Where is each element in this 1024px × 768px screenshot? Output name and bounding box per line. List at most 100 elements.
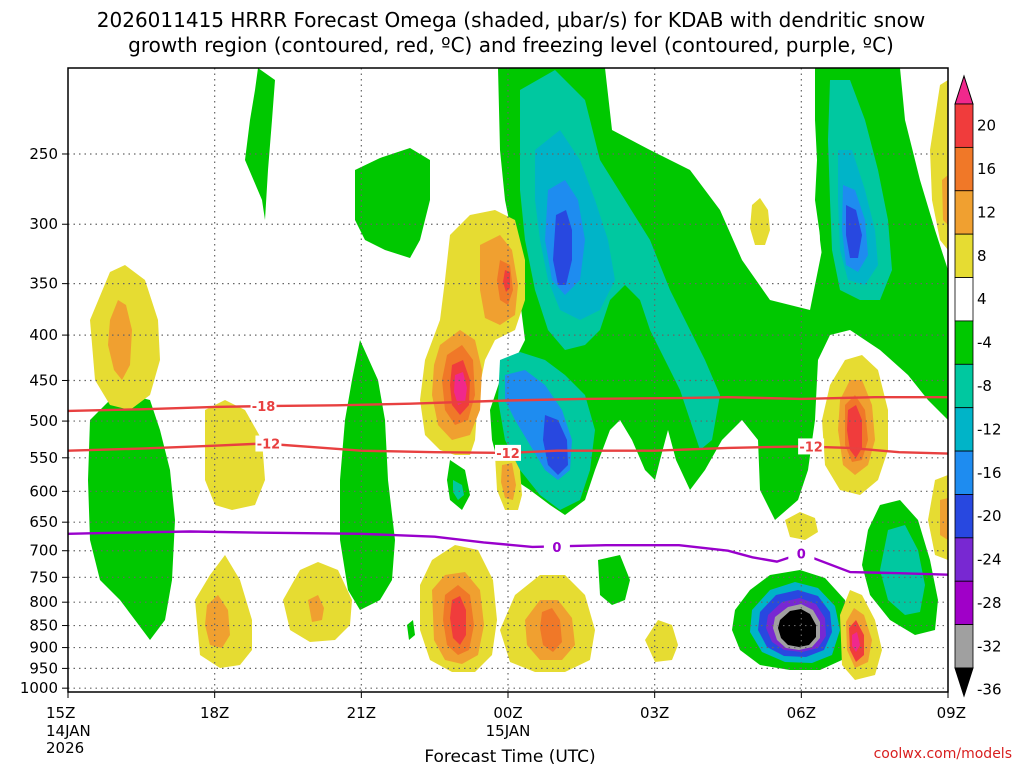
omega-region-red-0z-upper <box>503 270 510 292</box>
omega-shading <box>88 68 948 680</box>
y-tick-label-250: 250 <box>29 145 58 163</box>
colorbar-label-4: 4 <box>977 290 987 308</box>
omega-region-green-21z <box>355 148 430 258</box>
contour-label-freezing-level-0C-1: 0 <box>797 547 806 562</box>
contour-label-bg-dgz-18C-0 <box>250 398 277 415</box>
omega-region-green-19z <box>245 68 275 220</box>
omega-region-orange-16z <box>108 300 132 380</box>
omega-region-yellow-18z <box>205 400 265 510</box>
colorbar-bin-3 <box>954 190 974 235</box>
omega-region-magenta-0z-mid <box>454 372 467 405</box>
colorbar-label-9: -20 <box>977 507 1002 525</box>
credit-text: coolwx.com/models <box>874 746 1012 762</box>
omega-region-cyan-00z-low <box>453 480 464 500</box>
y-axis: 250 300 350 400 450 500 550 600 650 700 750 800 850 9… <box>20 145 68 697</box>
y-tick-label-650: 650 <box>29 513 58 531</box>
x-tick-year-15Z: 2026 <box>46 739 84 757</box>
colorbar-bin-5 <box>954 277 974 322</box>
y-tick-label-700: 700 <box>29 542 58 560</box>
x-tick-label-18Z: 18Z <box>200 704 229 722</box>
omega-region-magenta-07z-low <box>852 632 860 652</box>
colorbar-bin-14 <box>954 667 974 698</box>
y-tick-label-900: 900 <box>29 639 58 657</box>
contour-dgz-18C <box>68 395 948 413</box>
contour-label-dgz-12C-0: -12 <box>257 438 281 453</box>
colorbar-label-1: 16 <box>977 160 996 178</box>
omega-region-yellow-09z-mid <box>928 475 948 560</box>
contour-label-bg-dgz-12C-1 <box>495 444 521 461</box>
x-tick-label-15Z: 15Z <box>46 704 75 722</box>
omega-region-green-16z <box>88 395 175 640</box>
colorbar-label-12: -32 <box>977 637 1002 655</box>
colorbar-label-6: -8 <box>977 377 992 395</box>
y-tick-label-750: 750 <box>29 568 58 586</box>
y-tick-label-850: 850 <box>29 617 58 635</box>
contour-label-freezing-level-0C-0: 0 <box>552 541 561 556</box>
temperature-contours: -18 -12 -12 -12 0 0 <box>68 395 948 576</box>
omega-region-green-02z <box>598 555 630 605</box>
contour-label-dgz-12C-2: -12 <box>799 440 823 455</box>
contour-label-dgz-18C-0: -18 <box>252 400 276 415</box>
x-tick-label-03Z: 03Z <box>640 704 669 722</box>
x-tick-label-00Z: 00Z <box>493 704 522 722</box>
omega-region-orange-20z-low <box>308 595 324 622</box>
colorbar-bin-0 <box>954 74 974 105</box>
omega-region-black-06z-low <box>778 609 816 647</box>
colorbar-label-5: -4 <box>977 334 992 352</box>
colorbar-bin-12 <box>954 580 974 626</box>
colorbar-bin-2 <box>954 146 974 192</box>
y-tick-label-500: 500 <box>29 412 58 430</box>
y-tick-label-1000: 1000 <box>20 679 58 697</box>
colorbar-label-13: -36 <box>977 681 1002 699</box>
x-tick-label-09Z: 09Z <box>937 704 966 722</box>
x-axis-label: Forecast Time (UTC) <box>424 747 595 767</box>
omega-region-dark-blue-500mb <box>543 415 568 475</box>
colorbar-label-0: 20 <box>977 117 996 135</box>
y-tick-label-950: 950 <box>29 659 58 677</box>
omega-region-orange-09z-mid <box>940 498 948 540</box>
colorbar-label-10: -24 <box>977 551 1002 569</box>
omega-region-yellow-05z <box>750 198 770 245</box>
x-tick-date-00Z: 15JAN <box>486 722 531 740</box>
x-tick-label-21Z: 21Z <box>347 704 376 722</box>
x-tick-label-06Z: 06Z <box>787 704 816 722</box>
plot-area: -18 -12 -12 -12 0 0 <box>68 68 948 692</box>
contour-label-bg-dgz-12C-0 <box>255 435 282 452</box>
colorbar-label-11: -28 <box>977 594 1002 612</box>
y-tick-label-800: 800 <box>29 593 58 611</box>
contour-label-bg-dgz-12C-2 <box>798 438 825 455</box>
y-tick-label-600: 600 <box>29 482 58 500</box>
colorbar-bin-9 <box>954 450 974 495</box>
colorbar-label-3: 8 <box>977 247 987 265</box>
contour-freezing-level-0C <box>68 530 948 576</box>
colorbar-label-2: 12 <box>977 203 996 221</box>
omega-region-cyan-08z <box>880 525 925 615</box>
omega-region-orange-18z-low <box>205 595 230 648</box>
contour-label-bg-freezing-level-0C-1 <box>788 545 815 562</box>
contour-label-bg-freezing-level-0C-0 <box>543 538 570 555</box>
omega-region-yellow-03z-low <box>645 620 678 662</box>
colorbar-bin-13 <box>954 624 974 669</box>
colorbar-bin-1 <box>954 103 974 148</box>
colorbar-label-8: -16 <box>977 464 1002 482</box>
colorbar-bin-4 <box>954 233 974 278</box>
omega-region-dark-blue-0z <box>553 210 572 285</box>
x-tick-date-15Z: 14JAN <box>46 722 91 740</box>
colorbar-bin-6 <box>954 320 974 365</box>
colorbar-bin-10 <box>954 494 974 539</box>
omega-region-red-07z <box>847 405 862 458</box>
colorbar-bin-8 <box>954 407 974 452</box>
colorbar-bin-11 <box>954 537 974 582</box>
colorbar-bin-7 <box>954 363 974 409</box>
y-tick-label-550: 550 <box>29 449 58 467</box>
omega-region-orange-09z-right <box>942 175 948 225</box>
y-tick-label-350: 350 <box>29 275 58 293</box>
y-tick-label-400: 400 <box>29 326 58 344</box>
y-tick-label-300: 300 <box>29 215 58 233</box>
chart-title-line-2: growth region (contoured, red, ºC) and f… <box>128 33 894 57</box>
omega-region-red-23z-low <box>450 596 466 645</box>
omega-region-dark-orange-01z-low <box>540 608 562 652</box>
contour-label-dgz-12C-1: -12 <box>496 447 520 462</box>
